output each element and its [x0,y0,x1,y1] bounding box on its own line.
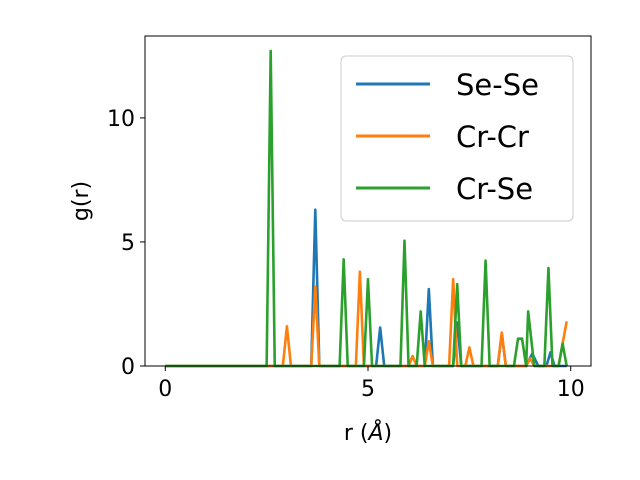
legend-label: Se-Se [456,68,539,102]
x-axis-label-text: r ( [344,421,369,446]
x-tick-label: 5 [361,377,375,402]
x-tick-label: 0 [158,377,172,402]
x-tick-label: 10 [557,377,585,402]
y-tick-label: 10 [107,107,135,132]
x-axis-label: r (Å) [344,419,392,446]
legend: Se-Se Cr-Cr Cr-Se [340,55,574,222]
ticks: 0 5 10 0 5 10 [107,107,585,402]
y-tick-label: 0 [121,355,135,380]
y-tick-label: 5 [121,231,135,256]
x-axis-label-unit: Å [366,419,383,446]
legend-label: Cr-Cr [456,120,529,154]
y-axis-label: g(r) [69,181,94,221]
legend-label: Cr-Se [456,172,533,206]
legend-box [340,55,574,222]
x-axis-label-close: ) [384,421,393,446]
